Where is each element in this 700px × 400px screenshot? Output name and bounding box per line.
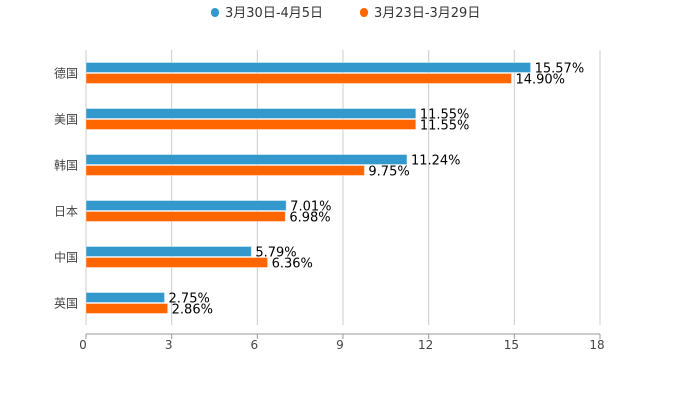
legend-label-0: 3月30日-4月5日 (225, 6, 323, 21)
category-label: 英国 (54, 297, 78, 311)
data-label: 6.98% (289, 211, 330, 226)
x-tick-label: 0 (79, 338, 87, 352)
bar-blue (85, 62, 532, 73)
category-label: 中国 (54, 250, 78, 265)
x-tick-label: 3 (165, 338, 173, 352)
legend-label-1: 3月23日-3月29日 (374, 6, 480, 21)
data-label: 15.57% (535, 62, 585, 77)
category-label: 韩国 (54, 158, 78, 173)
x-tick-label: 12 (418, 338, 433, 352)
category-label: 德国 (54, 66, 78, 81)
bar-orange (85, 165, 365, 176)
bar-blue (85, 108, 417, 119)
bar-orange (85, 211, 286, 222)
bar-orange (85, 303, 169, 314)
data-label: 9.75% (368, 165, 409, 180)
data-label: 14.90% (515, 73, 565, 88)
category-label: 美国 (54, 113, 78, 127)
bar-orange (85, 119, 417, 130)
data-label: 2.75% (169, 292, 210, 307)
x-tick-label: 15 (504, 338, 519, 352)
x-tick-label: 18 (589, 338, 604, 352)
data-label: 11.24% (411, 154, 461, 169)
bar-orange (85, 257, 269, 268)
bar-blue (85, 246, 252, 257)
bar-blue (85, 292, 166, 303)
data-label: 11.55% (420, 108, 470, 123)
data-label: 6.36% (272, 257, 313, 272)
legend-marker-1 (360, 8, 368, 17)
data-label: 2.86% (172, 303, 213, 318)
bar-orange (85, 73, 512, 84)
data-label: 5.79% (255, 246, 296, 261)
legend-marker-0 (211, 8, 219, 17)
data-label: 7.01% (290, 200, 331, 215)
category-label: 日本 (54, 205, 78, 219)
data-label: 11.55% (420, 119, 470, 134)
bar-blue (85, 154, 408, 165)
x-tick-label: 9 (336, 338, 344, 352)
x-tick-label: 6 (251, 338, 259, 352)
bar-blue (85, 200, 287, 211)
